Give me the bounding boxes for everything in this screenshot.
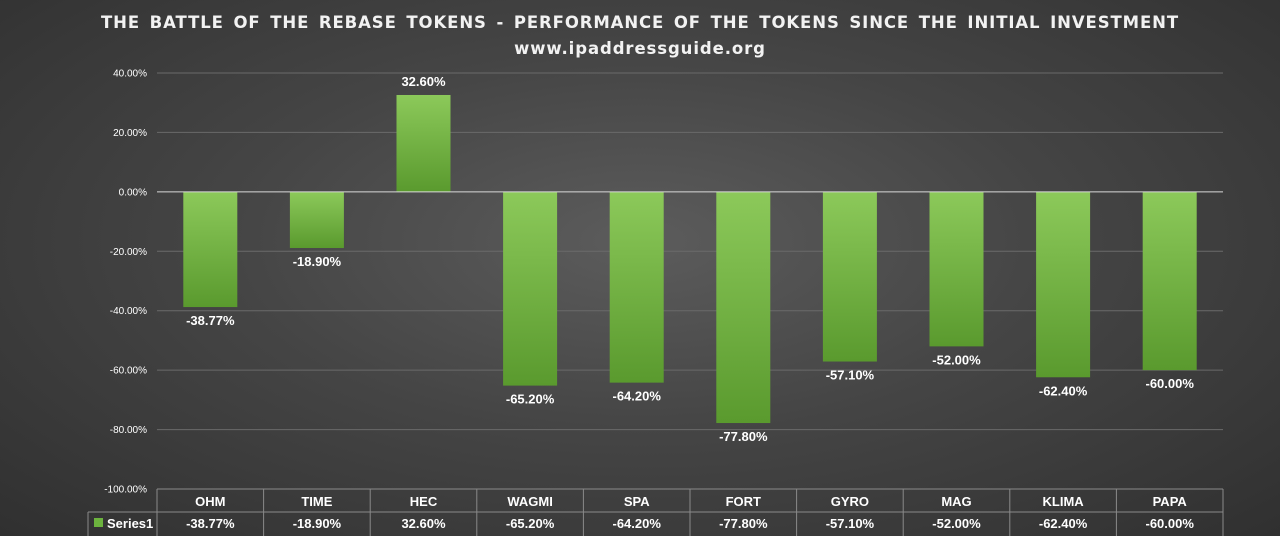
y-tick-label: 0.00% xyxy=(119,187,147,198)
bar-fort xyxy=(716,191,771,424)
bar-gyro xyxy=(822,191,877,362)
y-axis-tick-labels: 40.00% 20.00% 0.00% -20.00% -40.00% -60.00% -8… xyxy=(104,69,147,496)
data-label-gyro: -57.10% xyxy=(826,368,875,383)
y-tick-label: -100.00% xyxy=(104,485,147,496)
table-header-spa: SPA xyxy=(624,494,650,509)
table-value-gyro: -57.10% xyxy=(826,516,875,531)
table-value-mag: -52.00% xyxy=(932,516,981,531)
table-header-klima: KLIMA xyxy=(1043,494,1085,509)
table-header-papa: PAPA xyxy=(1153,494,1188,509)
chart-title: THE BATTLE OF THE REBASE TOKENS - PERFOR… xyxy=(101,13,1179,32)
bar-spa xyxy=(609,191,664,383)
bar-klima xyxy=(1036,191,1091,378)
bar-mag xyxy=(929,191,984,347)
y-tick-label: -80.00% xyxy=(110,425,147,436)
table-value-fort: -77.80% xyxy=(719,516,768,531)
legend-swatch xyxy=(94,518,103,527)
table-value-ohm: -38.77% xyxy=(186,516,235,531)
bar-wagmi xyxy=(503,191,558,386)
data-labels: -38.77% -18.90% 32.60% -65.20% -64.20% -77.80… xyxy=(186,74,1194,444)
table-value-time: -18.90% xyxy=(293,516,342,531)
y-tick-label: -40.00% xyxy=(110,306,147,317)
table-value-wagmi: -65.20% xyxy=(506,516,555,531)
table-value-papa: -60.00% xyxy=(1145,516,1194,531)
data-label-klima: -62.40% xyxy=(1039,383,1088,398)
data-label-spa: -64.20% xyxy=(612,389,661,404)
table-value-hec: 32.60% xyxy=(401,516,446,531)
table-header-mag: MAG xyxy=(941,494,971,509)
table-value-spa: -64.20% xyxy=(612,516,661,531)
table-header-hec: HEC xyxy=(410,494,438,509)
data-label-mag: -52.00% xyxy=(932,352,981,367)
data-label-hec: 32.60% xyxy=(401,74,446,89)
table-header-fort: FORT xyxy=(726,494,761,509)
table-header-gyro: GYRO xyxy=(831,494,869,509)
bars xyxy=(183,94,1197,424)
data-label-papa: -60.00% xyxy=(1145,376,1194,391)
data-table: OHM -38.77% TIME -18.90% HEC 32.60% WAGMI -65.2… xyxy=(87,488,1224,536)
data-label-time: -18.90% xyxy=(293,254,342,269)
y-tick-label: 40.00% xyxy=(113,69,147,80)
table-header-ohm: OHM xyxy=(195,494,225,509)
y-tick-label: -20.00% xyxy=(110,247,147,258)
table-header-wagmi: WAGMI xyxy=(507,494,553,509)
legend-series-name: Series1 xyxy=(107,516,153,531)
bar-hec xyxy=(396,94,451,192)
y-tick-label: 20.00% xyxy=(113,128,147,139)
data-label-wagmi: -65.20% xyxy=(506,392,555,407)
bar-papa xyxy=(1142,191,1197,371)
bar-ohm xyxy=(183,191,238,308)
bar-time xyxy=(289,191,344,249)
y-tick-label: -60.00% xyxy=(110,366,147,377)
chart-subtitle: www.ipaddressguide.org xyxy=(514,39,766,58)
table-value-klima: -62.40% xyxy=(1039,516,1088,531)
data-label-fort: -77.80% xyxy=(719,429,768,444)
data-label-ohm: -38.77% xyxy=(186,313,235,328)
table-header-time: TIME xyxy=(301,494,332,509)
gridlines xyxy=(157,72,1223,431)
